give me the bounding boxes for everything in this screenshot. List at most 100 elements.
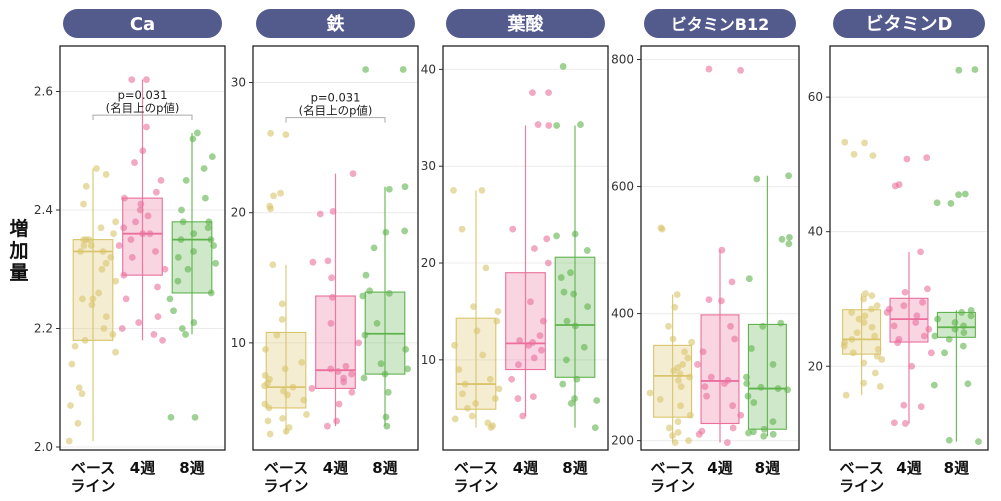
data-point [760, 425, 768, 433]
data-point [128, 253, 136, 261]
data-point [686, 373, 693, 381]
data-point [530, 354, 538, 362]
data-point [166, 295, 174, 303]
data-point [698, 427, 706, 435]
data-point [303, 411, 310, 418]
y-axis-label: 増加量 [9, 218, 29, 284]
data-point [560, 288, 568, 296]
data-point [774, 385, 782, 392]
data-point [479, 351, 487, 359]
data-point [945, 436, 953, 444]
data-point [529, 89, 536, 97]
data-point [705, 65, 713, 73]
data-point [750, 428, 757, 436]
data-point [377, 360, 385, 368]
data-point [747, 345, 755, 352]
data-point [567, 400, 575, 407]
data-point [451, 415, 459, 423]
data-point [207, 289, 215, 297]
data-point [468, 412, 476, 420]
x-category-label: 4週 [707, 459, 732, 477]
y-tick-label: 2.2 [34, 321, 53, 335]
data-point [401, 227, 409, 235]
data-point [178, 325, 186, 332]
data-point [729, 424, 737, 432]
data-point [744, 392, 752, 400]
data-point [384, 388, 392, 396]
y-tick-label: 60 [808, 90, 823, 104]
data-point [785, 240, 793, 248]
panel-frame [442, 45, 609, 451]
data-point [370, 244, 378, 252]
data-point [278, 316, 286, 323]
data-point [112, 218, 120, 226]
data-point [270, 192, 277, 200]
data-point [144, 212, 152, 220]
data-point [382, 413, 390, 421]
data-point [81, 336, 89, 344]
data-point [266, 430, 274, 438]
data-point [862, 290, 869, 297]
panel-frame [252, 45, 419, 451]
data-point [98, 265, 106, 273]
data-point [559, 380, 567, 388]
data-point [656, 395, 664, 403]
data-point [841, 138, 849, 146]
data-point [516, 337, 524, 344]
data-point [699, 348, 707, 356]
data-point [785, 172, 792, 180]
panel-frame [59, 45, 226, 451]
data-point [161, 265, 169, 273]
data-point [458, 225, 466, 233]
data-point [769, 430, 777, 438]
data-point [729, 402, 737, 410]
data-point [136, 206, 144, 214]
data-point [461, 380, 469, 388]
title-pill [446, 9, 605, 38]
data-point [544, 259, 552, 267]
data-point [459, 390, 466, 398]
x-category-label: ベースライン [70, 459, 115, 495]
data-point [927, 349, 935, 357]
x-category-label: ベースライン [650, 459, 695, 495]
data-point [261, 400, 269, 408]
data-point [671, 303, 679, 311]
data-point [919, 298, 926, 306]
panel-title: 鉄 [327, 13, 345, 35]
panel-title: Ca [130, 14, 155, 35]
data-point [182, 331, 189, 338]
data-point [316, 210, 324, 218]
data-point [964, 380, 972, 388]
data-point [868, 323, 876, 331]
data-point [264, 417, 272, 425]
data-point [947, 200, 955, 207]
data-point [673, 291, 681, 298]
data-point [278, 300, 286, 308]
data-point [78, 390, 86, 398]
data-point [212, 259, 219, 267]
data-point [955, 66, 963, 74]
x-category-label: ベースライン [263, 459, 308, 495]
data-point [190, 230, 198, 238]
y-tick-label: 800 [611, 53, 634, 67]
data-point [285, 424, 293, 431]
data-point [874, 346, 882, 353]
data-point [174, 277, 182, 285]
data-point [723, 439, 731, 446]
data-point [329, 208, 337, 215]
data-point [273, 331, 281, 339]
data-point [450, 187, 457, 194]
data-point [853, 329, 861, 337]
data-point [745, 275, 753, 283]
data-point [80, 242, 88, 249]
data-point [282, 131, 290, 139]
data-point [871, 332, 879, 340]
data-point [152, 188, 160, 196]
data-point [580, 343, 588, 351]
data-point [174, 253, 182, 261]
panel-frame [640, 45, 800, 451]
data-point [71, 342, 79, 350]
panel-2: 鉄 10 20 30 p=0.031(名目上のp値) ベースライン 4週 8週 [231, 9, 419, 495]
data-point [482, 264, 490, 272]
